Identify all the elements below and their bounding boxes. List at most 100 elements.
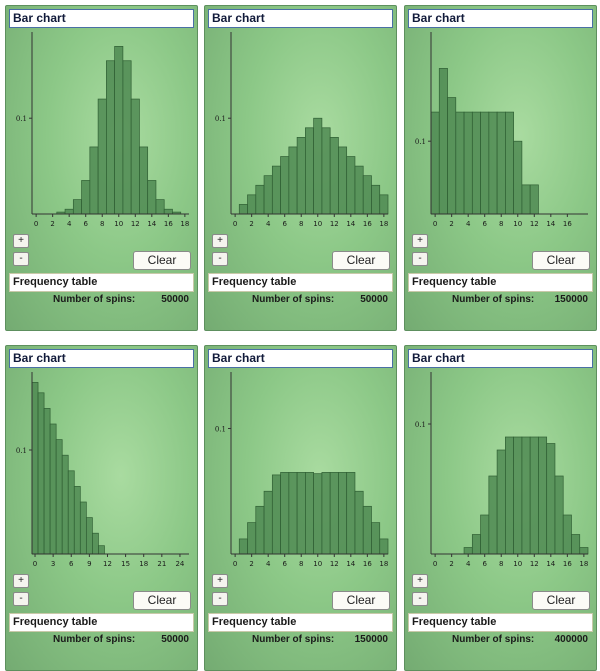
bar (321, 472, 331, 555)
bar (147, 180, 157, 215)
bar-chart: 0.1 0 3 6 9 12 15 18 21 24 (16, 372, 189, 568)
frequency-table-header[interactable]: Frequency table (408, 613, 593, 632)
bar (354, 165, 364, 215)
bar (255, 184, 265, 215)
bar-chart: 0.1 0 2 4 6 8 10 12 14 16 (415, 32, 588, 228)
x-tick-label: 2 (50, 220, 54, 228)
y-tick-label: 0.1 (415, 138, 426, 146)
spins-label: Number of spins: (452, 634, 535, 645)
zoom-out-button[interactable]: - (412, 252, 428, 266)
bar (529, 436, 539, 555)
bar (92, 532, 99, 555)
x-tick-label: 4 (266, 560, 271, 568)
bar (354, 490, 364, 555)
bar (554, 475, 564, 555)
x-tick-label: 2 (249, 220, 253, 228)
x-tick-label: 12 (330, 560, 339, 568)
x-tick-label: 0 (233, 560, 237, 568)
panel-title: Bar chart (408, 9, 593, 28)
x-tick-label: 6 (482, 220, 487, 228)
bar (139, 146, 149, 215)
bar (98, 545, 105, 555)
bar (31, 382, 39, 555)
bar-chart: 0.1 0 2 4 6 8 10 12 14 16 18 (16, 32, 189, 228)
zoom-in-button[interactable]: + (212, 234, 228, 248)
clear-button[interactable]: Clear (532, 591, 590, 610)
panel-title: Bar chart (208, 9, 393, 28)
x-tick-label: 2 (449, 560, 453, 568)
x-tick-label: 8 (499, 220, 503, 228)
bar (463, 111, 473, 215)
bar (362, 175, 372, 215)
bar (346, 472, 356, 555)
bar (480, 111, 490, 215)
bar (305, 472, 314, 555)
x-tick-label: 12 (530, 560, 539, 568)
clear-button[interactable]: Clear (133, 251, 191, 270)
x-tick-label: 12 (530, 220, 539, 228)
clear-button[interactable]: Clear (133, 591, 191, 610)
bar-chart-panel: Bar chart 0.1 0 2 4 6 8 10 12 14 16 18 + - Clear F… (204, 5, 397, 331)
clear-button[interactable]: Clear (332, 251, 390, 270)
zoom-in-button[interactable]: + (13, 574, 29, 588)
x-tick-label: 0 (34, 220, 38, 228)
x-tick-label: 2 (449, 220, 453, 228)
bar (438, 68, 448, 215)
zoom-out-button[interactable]: - (212, 252, 228, 266)
frequency-table-header[interactable]: Frequency table (9, 613, 194, 632)
x-tick-label: 16 (563, 560, 572, 568)
bar (430, 111, 440, 215)
zoom-out-button[interactable]: - (412, 592, 428, 606)
bar (313, 473, 323, 555)
bar (49, 423, 57, 555)
spins-label: Number of spins: (252, 634, 335, 645)
bar (496, 111, 506, 215)
x-tick-label: 6 (282, 560, 287, 568)
bar (562, 514, 572, 555)
bar (247, 522, 257, 555)
zoom-in-button[interactable]: + (412, 574, 428, 588)
spins-label: Number of spins: (53, 294, 136, 305)
zoom-out-button[interactable]: - (13, 592, 29, 606)
x-tick-label: 6 (482, 560, 487, 568)
clear-button[interactable]: Clear (532, 251, 590, 270)
bar (271, 165, 281, 215)
zoom-out-button[interactable]: - (13, 252, 29, 266)
frequency-table-header[interactable]: Frequency table (9, 273, 194, 292)
zoom-out-button[interactable]: - (212, 592, 228, 606)
panel-title: Bar chart (9, 349, 194, 368)
bar (130, 98, 140, 215)
x-tick-label: 16 (563, 220, 572, 228)
x-tick-label: 4 (466, 560, 471, 568)
x-tick-label: 14 (546, 560, 555, 568)
bar (37, 392, 45, 555)
frequency-table-header[interactable]: Frequency table (208, 613, 393, 632)
x-tick-label: 0 (433, 560, 437, 568)
x-tick-label: 24 (175, 560, 184, 568)
x-tick-label: 2 (249, 560, 253, 568)
x-tick-label: 14 (346, 220, 355, 228)
x-tick-label: 10 (513, 220, 522, 228)
x-tick-label: 8 (299, 560, 303, 568)
x-tick-label: 18 (579, 560, 588, 568)
zoom-in-button[interactable]: + (13, 234, 29, 248)
bar (89, 146, 99, 215)
zoom-in-button[interactable]: + (412, 234, 428, 248)
frequency-table-header[interactable]: Frequency table (408, 273, 593, 292)
x-tick-label: 18 (139, 560, 148, 568)
bar (379, 538, 389, 555)
bar (288, 146, 298, 215)
bar (255, 505, 265, 555)
x-tick-label: 15 (121, 560, 130, 568)
panel-title: Bar chart (208, 349, 393, 368)
number-of-spins: Number of spins: 50000 (205, 293, 398, 309)
clear-button[interactable]: Clear (332, 591, 390, 610)
zoom-in-button[interactable]: + (212, 574, 228, 588)
bar (362, 505, 372, 555)
bar (106, 60, 115, 215)
x-tick-label: 16 (164, 220, 173, 228)
number-of-spins: Number of spins: 150000 (405, 293, 598, 309)
bar (271, 474, 281, 555)
bar (546, 443, 556, 555)
frequency-table-header[interactable]: Frequency table (208, 273, 393, 292)
